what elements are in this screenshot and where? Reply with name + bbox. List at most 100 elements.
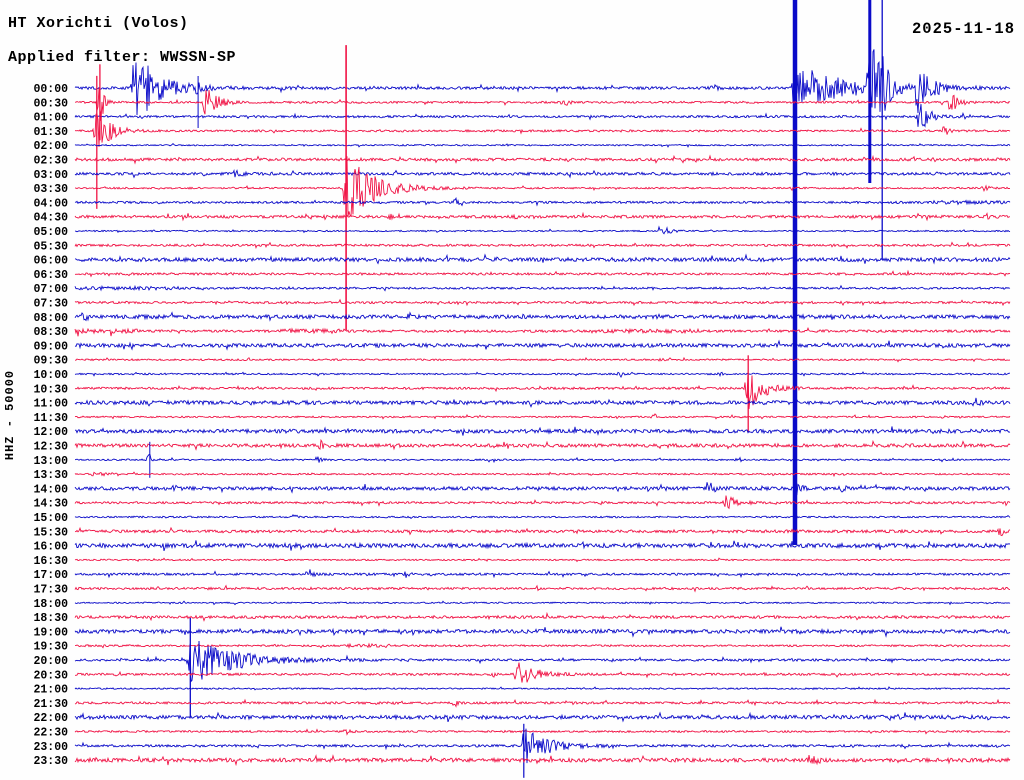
trace-10:00 [74, 371, 1010, 378]
trace-08:00 [74, 311, 1011, 322]
row-time-label: 20:00 [33, 655, 68, 668]
trace-01:30 [74, 111, 1011, 148]
trace-04:00 [74, 197, 1011, 207]
trace-21:00 [74, 686, 1011, 691]
row-time-label: 09:30 [33, 355, 68, 368]
row-time-label: 18:00 [33, 598, 68, 611]
trace-23:00 [74, 728, 1011, 764]
row-time-label: 10:30 [33, 383, 68, 396]
row-time-label: 22:00 [33, 712, 68, 725]
date-label: 2025-11-18 [912, 20, 1015, 38]
row-time-label: 16:30 [33, 555, 68, 568]
trace-03:30 [74, 156, 1011, 218]
trace-22:30 [74, 728, 1011, 736]
trace-12:00 [75, 426, 1011, 436]
row-time-label: 07:00 [33, 283, 68, 296]
row-time-label: 21:00 [33, 684, 68, 697]
row-time-label: 11:00 [33, 398, 68, 411]
trace-19:30 [75, 642, 1011, 649]
trace-18:00 [74, 600, 1011, 606]
row-time-label: 09:00 [33, 340, 68, 353]
row-time-label: 04:00 [33, 197, 68, 210]
row-time-label: 07:30 [33, 298, 68, 311]
row-time-label: 03:00 [33, 169, 68, 182]
row-time-label: 00:00 [33, 83, 68, 96]
trace-13:30 [74, 471, 1010, 478]
row-time-label: 01:00 [33, 112, 68, 125]
trace-05:00 [74, 225, 1011, 235]
row-time-label: 19:30 [33, 641, 68, 654]
filter-label: Applied filter: WWSSN-SP [8, 49, 236, 66]
trace-02:00 [74, 142, 1011, 148]
row-time-label: 13:00 [33, 455, 68, 468]
trace-05:30 [74, 241, 1011, 249]
trace-03:00 [74, 168, 1011, 179]
trace-23:30 [74, 754, 1011, 767]
row-time-label: 03:30 [33, 183, 68, 196]
trace-13:00 [74, 454, 1011, 464]
row-time-label: 06:00 [33, 255, 68, 268]
row-time-label: 21:30 [33, 698, 68, 711]
row-time-label: 13:30 [33, 469, 68, 482]
trace-06:00 [74, 253, 1011, 265]
row-time-label: 00:30 [33, 97, 68, 110]
row-time-label: 05:00 [33, 226, 68, 239]
trace-11:30 [74, 413, 1011, 420]
trace-17:30 [74, 584, 1011, 593]
trace-04:30 [74, 211, 1010, 222]
row-time-label: 05:30 [33, 240, 68, 253]
trace-15:00 [74, 513, 1011, 520]
row-time-label: 20:30 [33, 669, 68, 682]
trace-12:30 [74, 438, 1011, 451]
row-time-label: 12:00 [33, 426, 68, 439]
row-time-label: 12:30 [33, 441, 68, 454]
row-time-label: 14:30 [33, 498, 68, 511]
trace-14:00 [74, 482, 1011, 496]
row-time-label: 18:30 [33, 612, 68, 625]
trace-06:30 [74, 269, 1011, 278]
trace-09:00 [74, 339, 1011, 351]
row-time-label: 14:00 [33, 483, 68, 496]
trace-20:30 [75, 662, 1011, 683]
row-time-label: 17:00 [33, 569, 68, 582]
station-title: HT Xorichti (Volos) [8, 15, 189, 32]
trace-15:30 [74, 526, 1011, 537]
trace-21:30 [74, 698, 1011, 708]
row-time-label: 17:30 [33, 584, 68, 597]
trace-09:30 [75, 356, 1011, 363]
row-time-label: 01:30 [33, 126, 68, 139]
row-time-label: 04:30 [33, 212, 68, 225]
trace-07:00 [74, 284, 1011, 292]
trace-18:30 [74, 611, 1011, 622]
row-time-label: 23:30 [33, 755, 68, 768]
trace-17:00 [74, 569, 1011, 579]
trace-16:00 [74, 540, 1011, 552]
trace-00:30 [75, 88, 1011, 121]
trace-01:00 [74, 104, 1011, 128]
row-time-label: 10:00 [33, 369, 68, 382]
trace-20:00 [74, 640, 1011, 683]
row-time-label: 11:30 [33, 412, 68, 425]
row-time-label: 08:00 [33, 312, 68, 325]
trace-07:30 [74, 298, 1011, 307]
row-time-label: 22:30 [33, 727, 68, 740]
channel-scale-label: HHZ - 50000 [3, 370, 17, 460]
row-time-label: 16:00 [33, 541, 68, 554]
row-time-label: 15:30 [33, 526, 68, 539]
trace-02:30 [74, 154, 1011, 165]
trace-14:30 [74, 495, 1011, 510]
row-time-label: 23:00 [33, 741, 68, 754]
trace-22:00 [74, 711, 1011, 723]
trace-00:00 [74, 49, 1011, 116]
row-time-label: 02:00 [33, 140, 68, 153]
row-time-label: 15:00 [33, 512, 68, 525]
row-time-label: 06:30 [33, 269, 68, 282]
row-time-label: 02:30 [33, 155, 68, 168]
row-time-label: 19:00 [33, 626, 68, 639]
trace-16:30 [74, 557, 1011, 563]
trace-08:30 [74, 327, 1011, 337]
row-time-label: 08:30 [33, 326, 68, 339]
